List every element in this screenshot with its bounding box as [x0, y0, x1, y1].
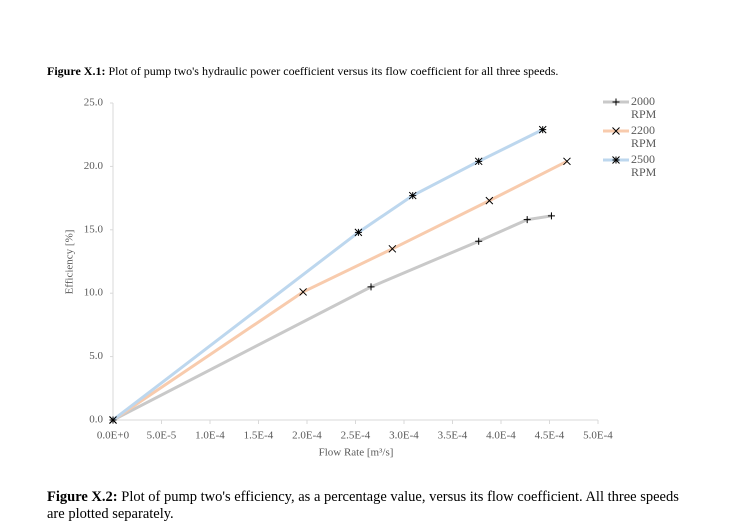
y-tick-label: 20.0: [84, 160, 104, 172]
data-marker: [354, 228, 363, 237]
legend-marker: [612, 98, 620, 106]
legend-marker: [612, 127, 620, 135]
y-tick-label: 10.0: [84, 287, 104, 299]
series-line: [112, 214, 552, 422]
x-tick-label: 5.0E-4: [583, 430, 613, 442]
legend-swatch: [603, 98, 629, 106]
caption: Figure X.2: Plot of pump two's efficienc…: [47, 489, 697, 523]
x-tick-label: 2.5E-4: [341, 430, 371, 442]
caption-text: Plot of pump two's hydraulic power coeff…: [108, 64, 559, 78]
legend: 2000 RPM 2200 RPM 2500 RPM: [603, 95, 663, 182]
legend-entry: 2500 RPM: [603, 153, 663, 182]
y-tick-label: 25.0: [84, 97, 104, 109]
legend-marker: [612, 156, 620, 164]
series-line: [112, 159, 568, 422]
x-tick-label: 1.0E-4: [195, 430, 225, 442]
data-marker: [408, 191, 417, 200]
y-tick-label: 5.0: [89, 350, 103, 362]
caption-text: Plot of pump two's efficiency, as a perc…: [47, 489, 679, 522]
caption: Figure X.1: Plot of pump two's hydraulic…: [47, 64, 558, 79]
data-marker: [367, 283, 375, 291]
data-marker: [485, 196, 494, 205]
y-tick-label: 15.0: [84, 223, 104, 235]
x-tick-label: 3.5E-4: [438, 430, 468, 442]
x-tick-label: 4.5E-4: [535, 430, 565, 442]
data-marker: [388, 244, 397, 253]
caption-label: Figure X.2:: [47, 489, 118, 505]
data-marker: [523, 216, 531, 224]
y-axis-title: Efficiency [%]: [64, 230, 76, 295]
x-axis-title: Flow Rate [m³/s]: [319, 447, 394, 459]
data-marker: [109, 416, 117, 424]
legend-entry: 2200 RPM: [603, 124, 663, 153]
data-marker: [299, 288, 307, 296]
legend-entry: 2000 RPM: [603, 95, 663, 124]
data-marker: [538, 125, 547, 134]
data-marker: [475, 237, 483, 245]
data-marker: [563, 157, 571, 166]
data-marker: [547, 212, 555, 220]
x-tick-label: 0.0E+0: [97, 430, 130, 442]
x-tick-label: 1.5E-4: [244, 430, 274, 442]
legend-swatch: [603, 127, 629, 135]
data-marker: [474, 157, 483, 166]
x-tick-label: 3.0E-4: [389, 430, 419, 442]
caption-label: Figure X.1:: [47, 64, 106, 78]
legend-label: 2200 RPM: [631, 123, 657, 150]
legend-label: 2000 RPM: [631, 94, 657, 121]
x-tick-label: 4.0E-4: [486, 430, 516, 442]
legend-swatch: [603, 156, 629, 164]
legend-label: 2500 RPM: [631, 152, 657, 179]
y-tick-label: 0.0: [89, 414, 103, 426]
x-tick-label: 5.0E-5: [147, 430, 177, 442]
x-tick-label: 2.0E-4: [292, 430, 322, 442]
